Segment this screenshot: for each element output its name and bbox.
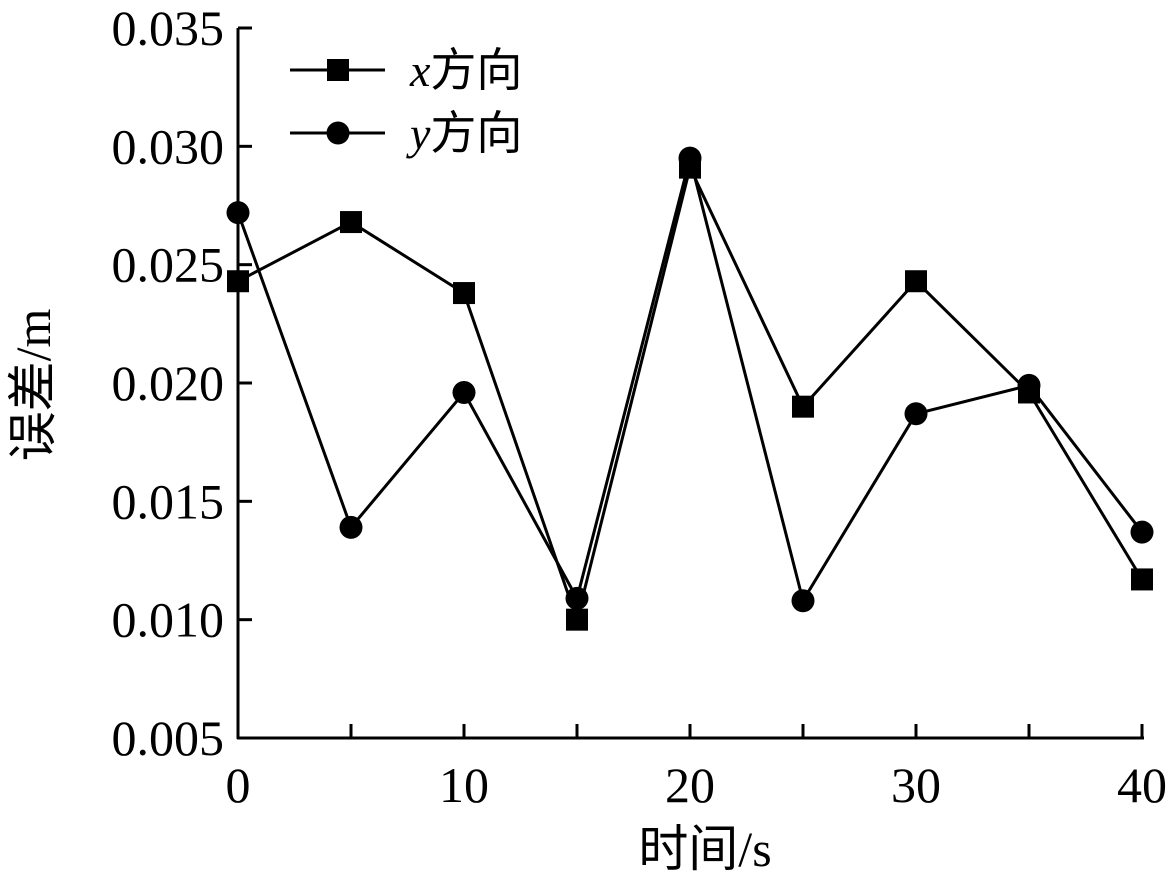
y-tick-label: 0.010 <box>112 592 225 648</box>
legend-variable: y <box>406 108 431 159</box>
data-point-y <box>791 589 815 613</box>
legend-item-x: x方向 <box>290 45 522 96</box>
series-line-x <box>237 163 1144 625</box>
legend-label: y方向 <box>406 108 522 159</box>
y-axis-title: 误差/m <box>5 309 61 462</box>
x-tick-label: 30 <box>891 757 941 813</box>
data-point-x <box>227 270 249 293</box>
x-tick-label: 0 <box>226 757 251 813</box>
x-tick-label: 10 <box>439 757 489 813</box>
data-point-x <box>792 395 814 418</box>
data-point-x <box>566 608 588 631</box>
legend-marker <box>326 121 350 145</box>
legend-variable: x <box>409 45 431 96</box>
data-point-x <box>453 282 475 305</box>
y-tick-label: 0.005 <box>112 710 225 766</box>
y-tick-label: 0.030 <box>112 118 225 174</box>
data-point-x <box>340 211 362 234</box>
legend-suffix: 方向 <box>430 108 522 159</box>
data-point-y <box>565 586 589 610</box>
x-axis-title: 时间/s <box>638 821 771 877</box>
axes <box>236 26 1144 740</box>
legend-marker <box>327 59 349 81</box>
data-point-x <box>1131 568 1153 591</box>
series-x <box>227 156 1153 631</box>
x-tick-label: 40 <box>1117 757 1167 813</box>
y-tick-label: 0.035 <box>112 0 225 56</box>
x-tick-label: 20 <box>665 757 715 813</box>
data-point-y <box>904 402 928 426</box>
legend-label: x方向 <box>409 45 522 96</box>
legend-suffix: 方向 <box>430 45 522 96</box>
legend-item-y: y方向 <box>290 108 522 159</box>
series-line-y <box>236 157 1144 605</box>
y-tick-label: 0.025 <box>112 237 225 293</box>
data-point-y <box>678 146 702 170</box>
tick-labels: 0.005 0.010 0.015 0.020 0.025 0.030 0.035 0 10 20… <box>112 0 1168 813</box>
data-point-y <box>339 515 363 539</box>
data-point-y <box>1017 373 1041 397</box>
series-y <box>226 146 1154 613</box>
data-point-y <box>452 380 476 404</box>
y-tick-label: 0.015 <box>112 473 225 529</box>
data-point-y <box>1130 520 1154 544</box>
data-point-x <box>905 270 927 293</box>
y-tick-label: 0.020 <box>112 355 225 411</box>
series-layer <box>226 146 1154 631</box>
data-point-y <box>226 201 250 225</box>
